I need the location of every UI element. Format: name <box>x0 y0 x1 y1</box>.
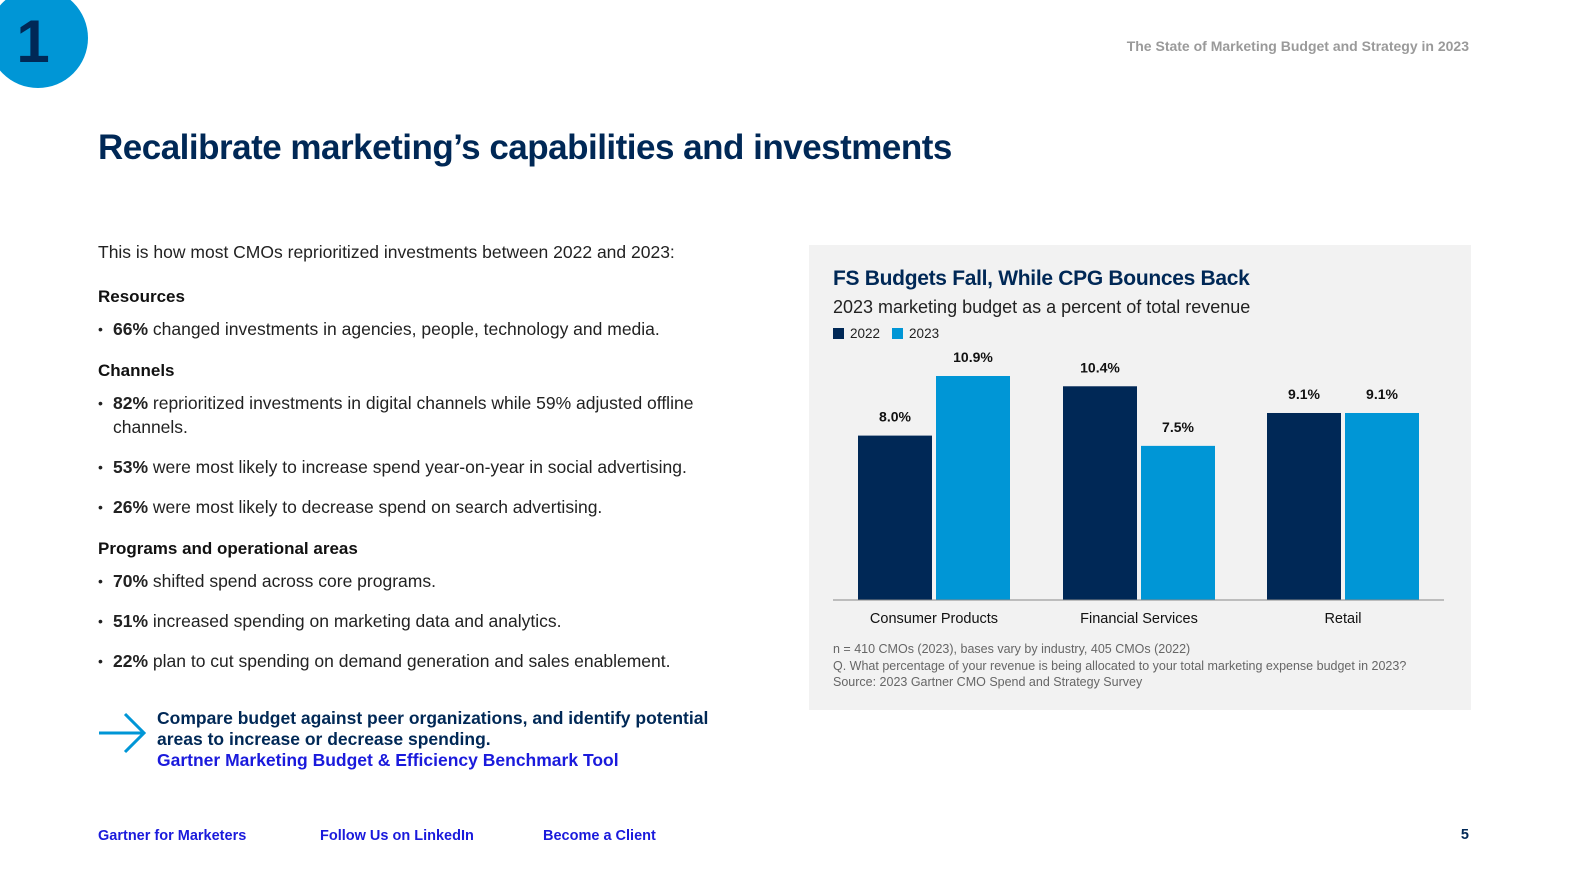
bar-2022-2 <box>1267 412 1341 600</box>
question-note: Q. What percentage of your revenue is be… <box>833 658 1407 673</box>
stat-value: 53% <box>113 457 149 477</box>
stat-text: reprioritized investments in digital cha… <box>113 393 694 437</box>
chart-title: FS Budgets Fall, While CPG Bounces Back <box>833 267 1250 290</box>
intro-text: This is how most CMOs reprioritized inve… <box>98 242 675 262</box>
bullet-list: 66% changed investments in agencies, peo… <box>98 317 748 341</box>
footer-link-become-client[interactable]: Become a Client <box>543 828 656 844</box>
stat-value: 51% <box>113 611 149 631</box>
legend-item-2022: 2022 <box>833 326 880 341</box>
stat-value: 26% <box>113 497 149 517</box>
stat-text: were most likely to increase spend year-… <box>148 457 687 477</box>
bar-2023-1 <box>1141 445 1215 600</box>
stat-text: shifted spend across core programs. <box>148 571 436 591</box>
bullet-list: 82% reprioritized investments in digital… <box>98 391 748 519</box>
bar-2023-0 <box>936 376 1010 600</box>
bar-chart: 8.0% 10.9% Consumer Products 10.4% 7.5% Finan… <box>833 349 1444 627</box>
bar-2022-0 <box>858 435 932 600</box>
category-label: Retail <box>1324 611 1361 627</box>
data-label: 10.4% <box>1080 359 1120 375</box>
chart-subtitle: 2023 marketing budget as a percent of to… <box>833 297 1251 317</box>
stat-value: 82% <box>113 393 149 413</box>
list-item: 51% increased spending on marketing data… <box>98 609 748 633</box>
list-item: 70% shifted spend across core programs. <box>98 569 748 593</box>
category-label: Consumer Products <box>870 611 998 627</box>
list-item: 53% were most likely to increase spend y… <box>98 455 748 479</box>
footer-link-gartner-for-marketers[interactable]: Gartner for Marketers <box>98 828 247 844</box>
bullet-list: 70% shifted spend across core programs. 5… <box>98 569 748 673</box>
bar-2023-2 <box>1345 412 1419 600</box>
section-heading: Programs and operational areas <box>98 539 358 558</box>
legend-item-2023: 2023 <box>892 326 939 341</box>
cta-text: Compare budget against peer organization… <box>157 708 709 749</box>
list-item: 66% changed investments in agencies, peo… <box>98 317 748 341</box>
sample-note: n = 410 CMOs (2023), bases vary by indus… <box>833 642 1191 656</box>
data-label: 10.9% <box>953 349 993 365</box>
stat-value: 22% <box>113 651 149 671</box>
chart-panel: FS Budgets Fall, While CPG Bounces Back … <box>809 245 1471 710</box>
stat-text: increased spending on marketing data and… <box>148 611 562 631</box>
list-item: 26% were most likely to decrease spend o… <box>98 495 748 519</box>
chart-legend: 2022 2023 <box>833 326 939 341</box>
arrow-right-icon <box>99 712 147 754</box>
list-item: 22% plan to cut spending on demand gener… <box>98 649 748 673</box>
stat-text: were most likely to decrease spend on se… <box>148 497 603 517</box>
page-title: Recalibrate marketing’s capabilities and… <box>98 128 952 167</box>
data-label: 9.1% <box>1366 386 1398 402</box>
data-label: 8.0% <box>879 409 911 425</box>
bar-2022-1 <box>1063 386 1137 600</box>
data-label: 7.5% <box>1162 419 1194 435</box>
stat-value: 70% <box>113 571 149 591</box>
benchmark-tool-link[interactable]: Gartner Marketing Budget & Efficiency Be… <box>157 750 619 770</box>
data-label: 9.1% <box>1288 386 1320 402</box>
page-number: 5 <box>1460 827 1469 843</box>
chart-notes: n = 410 CMOs (2023), bases vary by indus… <box>833 641 1406 691</box>
stat-value: 66% <box>113 319 149 339</box>
category-label: Financial Services <box>1080 611 1198 627</box>
document-title: The State of Marketing Budget and Strate… <box>1126 38 1469 54</box>
stat-text: plan to cut spending on demand generatio… <box>148 651 671 671</box>
stat-text: changed investments in agencies, people,… <box>148 319 660 339</box>
source-note: Source: 2023 Gartner CMO Spend and Strat… <box>833 675 1143 689</box>
chapter-badge: 1 <box>0 0 88 88</box>
section-heading: Resources <box>98 287 185 306</box>
list-item: 82% reprioritized investments in digital… <box>98 391 748 439</box>
findings-list: This is how most CMOs reprioritized inve… <box>98 242 748 693</box>
footer-link-linkedin[interactable]: Follow Us on LinkedIn <box>320 828 474 844</box>
section-heading: Channels <box>98 361 175 380</box>
